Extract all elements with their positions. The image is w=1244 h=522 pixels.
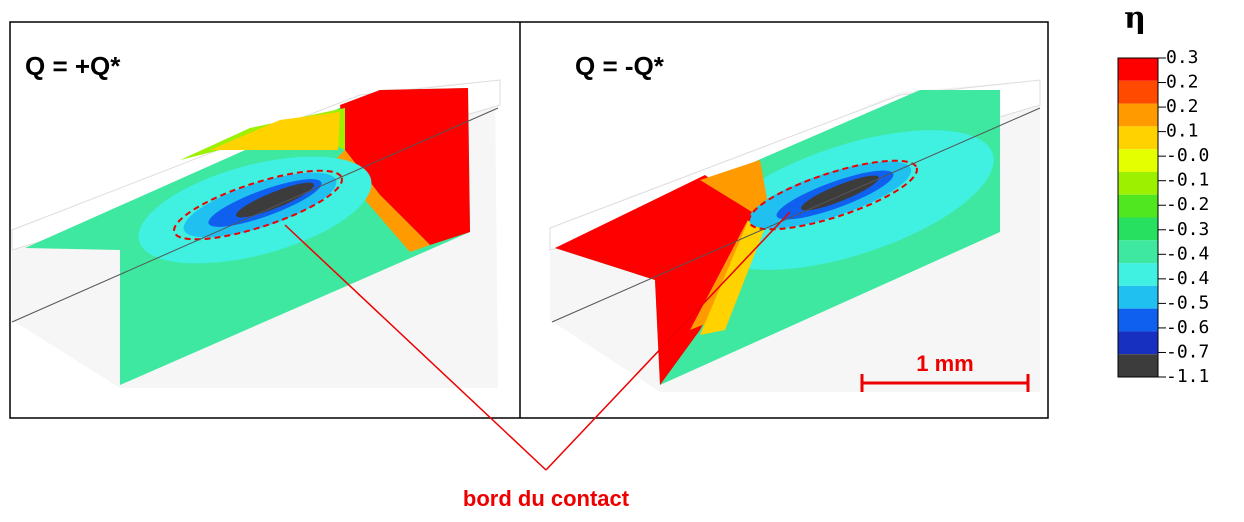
panel-right xyxy=(549,79,1041,392)
legend-label: -0.3 xyxy=(1166,219,1209,240)
legend-label: 0.2 xyxy=(1166,96,1199,117)
legend-band xyxy=(1118,217,1158,241)
legend-band xyxy=(1118,58,1158,81)
panel-label: Q = -Q* xyxy=(575,51,665,81)
legend-band xyxy=(1118,80,1158,104)
legend-label: -0.2 xyxy=(1166,194,1209,215)
legend-label: -0.1 xyxy=(1166,170,1209,191)
legend-band xyxy=(1118,354,1158,377)
legend-label: 0.3 xyxy=(1166,47,1199,68)
legend-band xyxy=(1118,331,1158,355)
legend-label: -0.5 xyxy=(1166,292,1209,313)
legend-band xyxy=(1118,285,1158,309)
legend-label: -0.0 xyxy=(1166,145,1209,166)
legend-band xyxy=(1118,171,1158,195)
legend-band xyxy=(1118,308,1158,332)
legend-label: -0.6 xyxy=(1166,317,1209,338)
legend-band xyxy=(1118,263,1158,286)
legend-label: -1.1 xyxy=(1166,366,1209,387)
legend-band xyxy=(1118,103,1158,127)
legend-label: -0.4 xyxy=(1166,268,1209,289)
leader xyxy=(284,224,547,471)
legend-label: 0.2 xyxy=(1166,72,1199,93)
scale-label: 1 mm xyxy=(916,351,973,376)
annotation: bord du contact xyxy=(463,486,630,511)
leader xyxy=(545,211,791,471)
legend-band xyxy=(1118,126,1158,150)
scale-bar xyxy=(860,374,1030,392)
legend-label: 0.1 xyxy=(1166,121,1199,142)
legend-label: -0.4 xyxy=(1166,243,1209,264)
legend: 0.3 0.2 0.2 0.1 -0.0 -0.1 -0.2 -0.3 -0.4 -0.4 -0.5… xyxy=(1117,47,1209,387)
legend-title: η xyxy=(1124,1,1146,36)
legend-label: -0.7 xyxy=(1166,341,1209,362)
legend-band xyxy=(1118,240,1158,264)
legend-band xyxy=(1118,194,1158,218)
legend-border xyxy=(1117,57,1159,378)
panel-label: Q = +Q* xyxy=(25,51,121,81)
legend-band xyxy=(1118,149,1158,172)
